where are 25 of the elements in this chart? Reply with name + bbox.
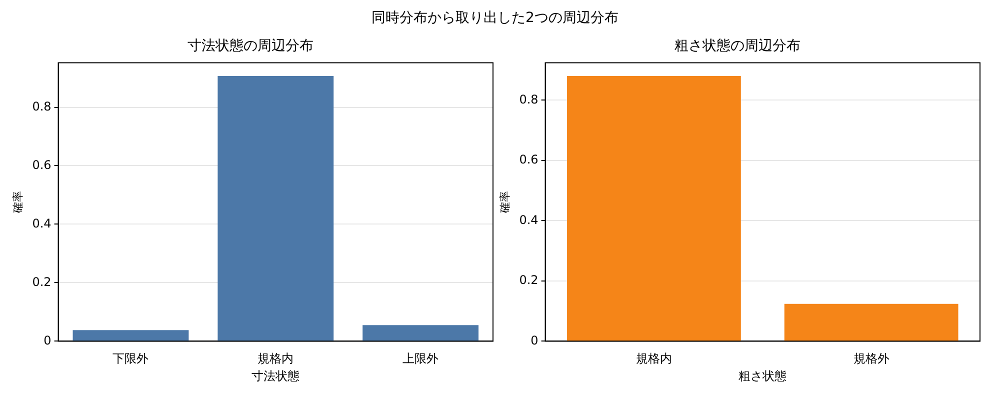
x-tick-label: 規格内 xyxy=(636,352,672,366)
bar xyxy=(218,76,334,341)
x-axis-title: 寸法状態 xyxy=(252,368,300,383)
y-tick-label: 0.6 xyxy=(32,158,52,172)
x-tick-label: 規格内 xyxy=(258,352,294,366)
text: 同時分布から取り出した2つの周辺分布 xyxy=(370,9,620,28)
bar xyxy=(72,330,189,341)
y-tick-label: 0.8 xyxy=(32,99,52,114)
chart-title: 寸法状態の周辺分布 xyxy=(188,38,314,54)
y-tick-label: 0.6 xyxy=(519,152,538,167)
y-tick-label: 0 xyxy=(530,333,538,348)
y-tick-label: 0.8 xyxy=(519,92,538,106)
x-axis-title: 粗さ状態 xyxy=(738,368,787,383)
y-tick-label: 0 xyxy=(44,333,52,348)
x-tick-label: 上限外 xyxy=(402,352,439,366)
y-tick-label: 0.2 xyxy=(519,273,538,288)
y-tick-label: 0.2 xyxy=(32,274,52,289)
chart-title: 粗さ状態の周辺分布 xyxy=(674,38,800,54)
bar xyxy=(362,325,479,341)
x-tick-label: 下限外 xyxy=(112,352,149,366)
y-tick-label: 0.4 xyxy=(519,212,538,227)
y-tick-label: 0.4 xyxy=(32,216,52,230)
y-axis-title: 確率 xyxy=(498,191,512,214)
y-axis-title: 確率 xyxy=(11,191,24,214)
x-tick-label: 規格外 xyxy=(853,352,890,366)
